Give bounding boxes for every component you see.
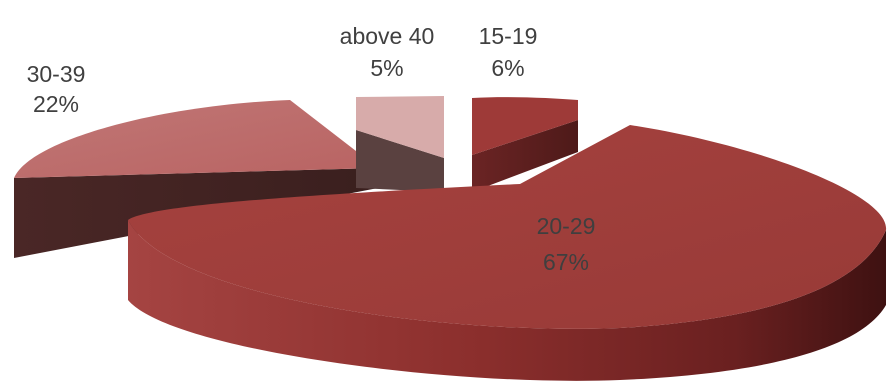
label-above-40-percent: 5% — [370, 55, 403, 81]
slice-above-40 — [356, 96, 444, 192]
slice-15-19-top — [472, 97, 578, 155]
label-30-39-category: 30-39 — [27, 61, 86, 87]
label-30-39-percent: 22% — [33, 91, 79, 117]
slice-20-29 — [128, 125, 887, 381]
label-15-19-percent: 6% — [491, 55, 524, 81]
slice-above-40-top — [356, 96, 444, 158]
slice-above-40-side — [356, 130, 444, 192]
slice-30-39-top — [14, 100, 378, 178]
label-20-29-category: 20-29 — [537, 213, 596, 239]
slice-20-29-top — [128, 125, 887, 329]
slice-20-29-side — [128, 220, 886, 381]
label-15-19-category: 15-19 — [479, 23, 538, 49]
slice-15-19 — [472, 97, 578, 192]
label-20-29-percent: 67% — [543, 249, 589, 275]
data-labels: 30-39 22% above 40 5% 15-19 6% 20-29 67% — [27, 23, 596, 275]
slice-15-19-side — [472, 120, 578, 192]
label-above-40-category: above 40 — [340, 23, 435, 49]
